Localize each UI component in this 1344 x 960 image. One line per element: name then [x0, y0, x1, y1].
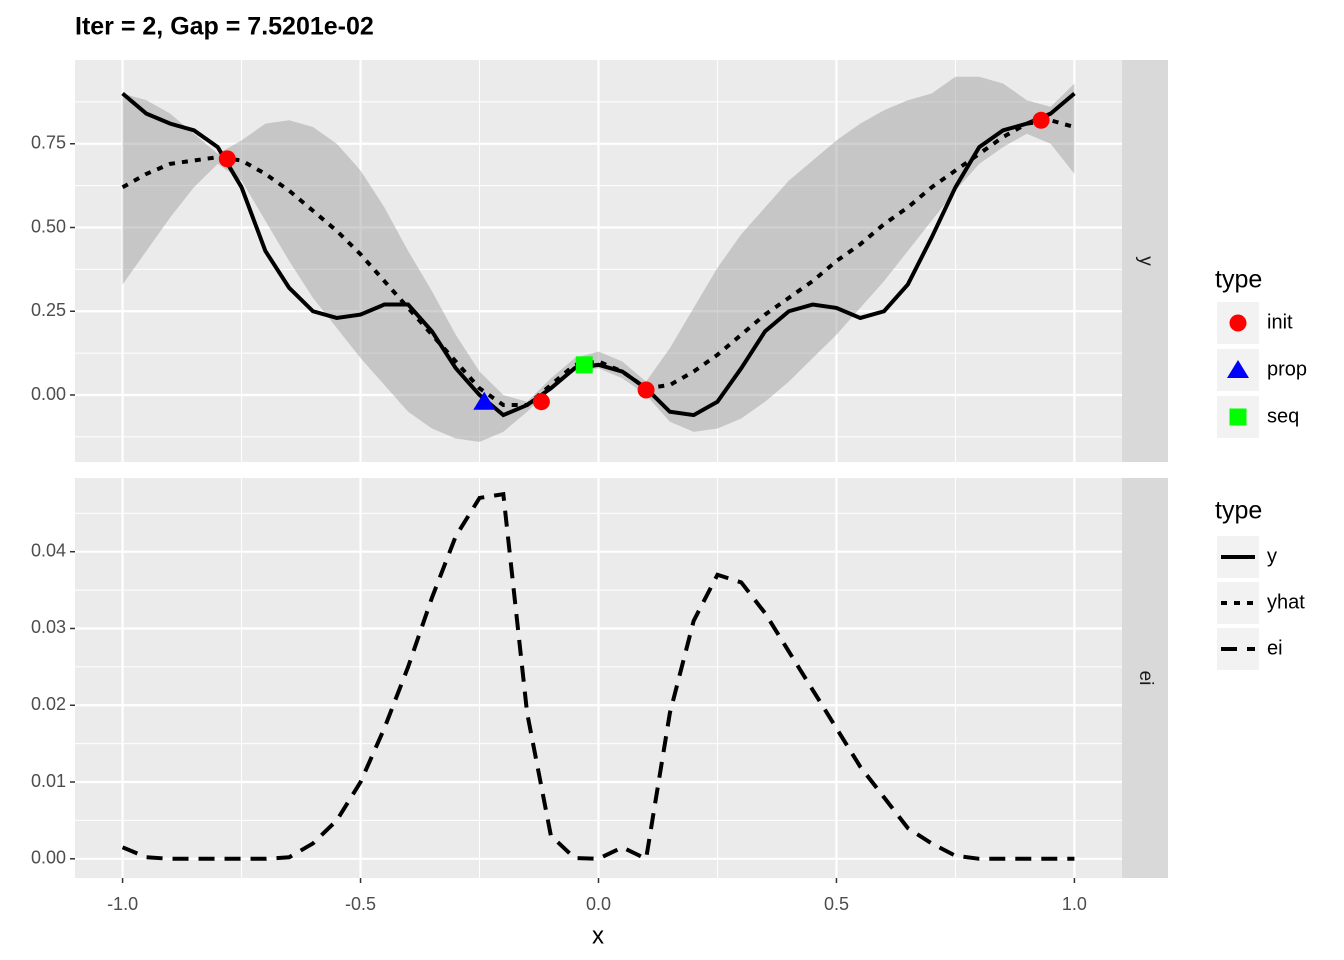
- series-line: [121, 91, 1076, 418]
- strip-label: ei: [1135, 671, 1156, 686]
- point: [637, 381, 655, 399]
- point: [473, 391, 496, 410]
- legend-symbol: [1229, 314, 1247, 332]
- y-tick-label: 0.00: [31, 384, 66, 404]
- y-tick-label: 0.02: [31, 694, 66, 714]
- x-tick-label: 0.5: [824, 894, 849, 914]
- legend-symbol: [1229, 408, 1247, 426]
- x-tick-label: 1.0: [1062, 894, 1087, 914]
- legend-label: yhat: [1267, 591, 1305, 613]
- point: [575, 356, 593, 374]
- strip-background: [1122, 478, 1168, 878]
- legend-title: type: [1215, 266, 1262, 294]
- y-tick-label: 0.00: [31, 848, 66, 868]
- x-tick-label: -0.5: [345, 894, 376, 914]
- strip-label: y: [1135, 256, 1156, 266]
- series-line: [121, 118, 1075, 408]
- y-tick-label: 0.75: [31, 133, 66, 153]
- point: [218, 150, 236, 168]
- y-tick-label: 0.04: [31, 540, 66, 560]
- x-axis-title: x: [592, 922, 604, 949]
- y-tick-label: 0.03: [31, 617, 66, 637]
- y-tick-label: 0.25: [31, 300, 66, 320]
- series-line: [121, 491, 1075, 862]
- y-tick-label: 0.01: [31, 771, 66, 791]
- legend-symbol: [1227, 360, 1249, 378]
- legend-label: y: [1267, 545, 1277, 567]
- x-tick-label: 0.0: [586, 894, 611, 914]
- strip-background: [1122, 60, 1168, 462]
- y-tick-label: 0.50: [31, 216, 66, 236]
- chart-title: Iter = 2, Gap = 7.5201e-02: [75, 13, 374, 41]
- legend-label: seq: [1267, 405, 1299, 427]
- legend-title: type: [1215, 497, 1262, 525]
- x-tick-label: -1.0: [107, 894, 138, 914]
- legend-label: ei: [1267, 637, 1283, 659]
- point: [532, 393, 550, 411]
- confidence-band: [122, 76, 1075, 442]
- legend-label: init: [1267, 311, 1293, 333]
- point: [1032, 111, 1050, 129]
- legend-label: prop: [1267, 358, 1307, 380]
